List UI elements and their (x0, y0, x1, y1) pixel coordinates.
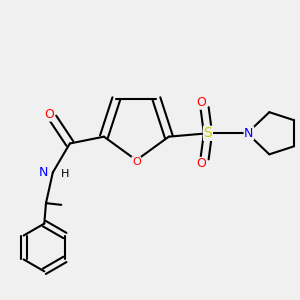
Text: N: N (38, 166, 48, 179)
Text: O: O (196, 96, 206, 109)
Text: O: O (132, 157, 141, 167)
Text: S: S (204, 126, 212, 140)
Text: H: H (61, 169, 69, 179)
Text: N: N (244, 127, 254, 140)
Text: O: O (44, 108, 54, 121)
Text: O: O (196, 158, 206, 170)
